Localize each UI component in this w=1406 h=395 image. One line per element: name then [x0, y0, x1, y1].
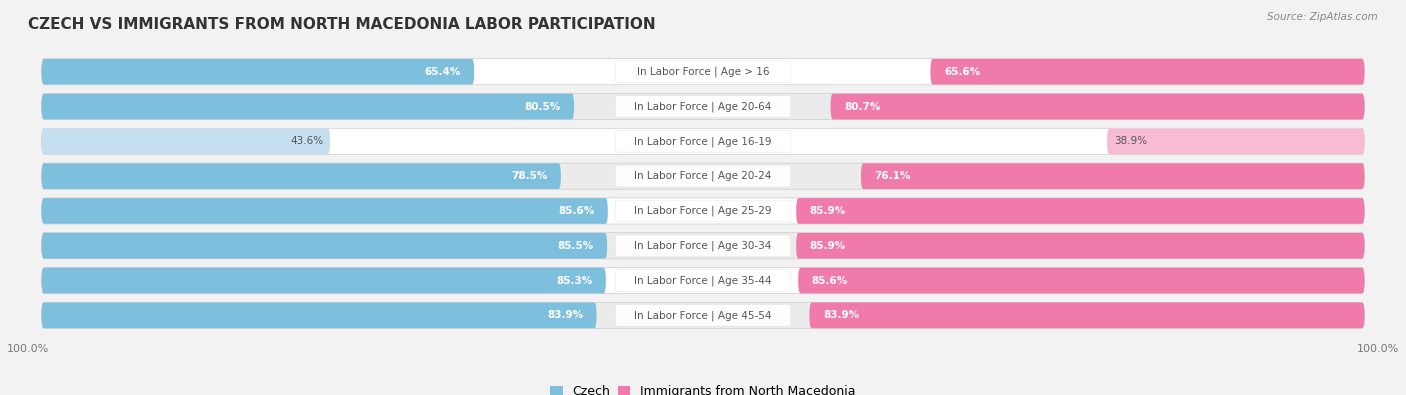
- Text: In Labor Force | Age 35-44: In Labor Force | Age 35-44: [634, 275, 772, 286]
- FancyBboxPatch shape: [616, 166, 790, 187]
- FancyBboxPatch shape: [42, 198, 607, 224]
- Text: In Labor Force | Age 20-64: In Labor Force | Age 20-64: [634, 101, 772, 112]
- FancyBboxPatch shape: [42, 267, 1364, 293]
- Text: 85.5%: 85.5%: [557, 241, 593, 251]
- Text: 80.7%: 80.7%: [844, 102, 880, 111]
- FancyBboxPatch shape: [42, 268, 606, 293]
- FancyBboxPatch shape: [616, 96, 790, 117]
- FancyBboxPatch shape: [831, 94, 1364, 119]
- Text: Source: ZipAtlas.com: Source: ZipAtlas.com: [1267, 12, 1378, 22]
- Text: 85.9%: 85.9%: [810, 206, 846, 216]
- Text: 85.3%: 85.3%: [555, 276, 592, 286]
- FancyBboxPatch shape: [42, 303, 596, 328]
- Text: 85.6%: 85.6%: [558, 206, 595, 216]
- FancyBboxPatch shape: [42, 59, 1364, 85]
- Text: 83.9%: 83.9%: [823, 310, 859, 320]
- FancyBboxPatch shape: [42, 302, 1364, 328]
- Legend: Czech, Immigrants from North Macedonia: Czech, Immigrants from North Macedonia: [550, 385, 856, 395]
- Text: 65.6%: 65.6%: [943, 67, 980, 77]
- FancyBboxPatch shape: [616, 305, 790, 326]
- FancyBboxPatch shape: [42, 233, 607, 259]
- Text: 80.5%: 80.5%: [524, 102, 561, 111]
- Text: In Labor Force | Age 45-54: In Labor Force | Age 45-54: [634, 310, 772, 321]
- FancyBboxPatch shape: [860, 163, 1364, 189]
- FancyBboxPatch shape: [616, 270, 790, 292]
- Text: 65.4%: 65.4%: [425, 67, 461, 77]
- FancyBboxPatch shape: [616, 61, 790, 83]
- FancyBboxPatch shape: [1107, 128, 1364, 154]
- Text: 83.9%: 83.9%: [547, 310, 583, 320]
- FancyBboxPatch shape: [42, 128, 330, 154]
- Text: In Labor Force | Age 30-34: In Labor Force | Age 30-34: [634, 241, 772, 251]
- FancyBboxPatch shape: [42, 94, 574, 119]
- FancyBboxPatch shape: [931, 59, 1364, 85]
- Text: 38.9%: 38.9%: [1114, 136, 1147, 147]
- FancyBboxPatch shape: [42, 59, 474, 85]
- FancyBboxPatch shape: [810, 303, 1364, 328]
- Text: 85.9%: 85.9%: [810, 241, 846, 251]
- FancyBboxPatch shape: [42, 198, 1364, 224]
- FancyBboxPatch shape: [616, 235, 790, 256]
- Text: In Labor Force | Age > 16: In Labor Force | Age > 16: [637, 66, 769, 77]
- FancyBboxPatch shape: [42, 163, 561, 189]
- FancyBboxPatch shape: [796, 198, 1364, 224]
- FancyBboxPatch shape: [799, 268, 1364, 293]
- Text: In Labor Force | Age 16-19: In Labor Force | Age 16-19: [634, 136, 772, 147]
- FancyBboxPatch shape: [42, 233, 1364, 259]
- Text: 85.6%: 85.6%: [811, 276, 848, 286]
- FancyBboxPatch shape: [616, 131, 790, 152]
- Text: In Labor Force | Age 25-29: In Labor Force | Age 25-29: [634, 206, 772, 216]
- FancyBboxPatch shape: [42, 94, 1364, 120]
- Text: 43.6%: 43.6%: [290, 136, 323, 147]
- FancyBboxPatch shape: [796, 233, 1364, 259]
- Text: 78.5%: 78.5%: [510, 171, 547, 181]
- FancyBboxPatch shape: [42, 163, 1364, 189]
- Text: 76.1%: 76.1%: [875, 171, 911, 181]
- FancyBboxPatch shape: [42, 128, 1364, 154]
- Text: CZECH VS IMMIGRANTS FROM NORTH MACEDONIA LABOR PARTICIPATION: CZECH VS IMMIGRANTS FROM NORTH MACEDONIA…: [28, 17, 655, 32]
- FancyBboxPatch shape: [616, 200, 790, 222]
- Text: In Labor Force | Age 20-24: In Labor Force | Age 20-24: [634, 171, 772, 181]
